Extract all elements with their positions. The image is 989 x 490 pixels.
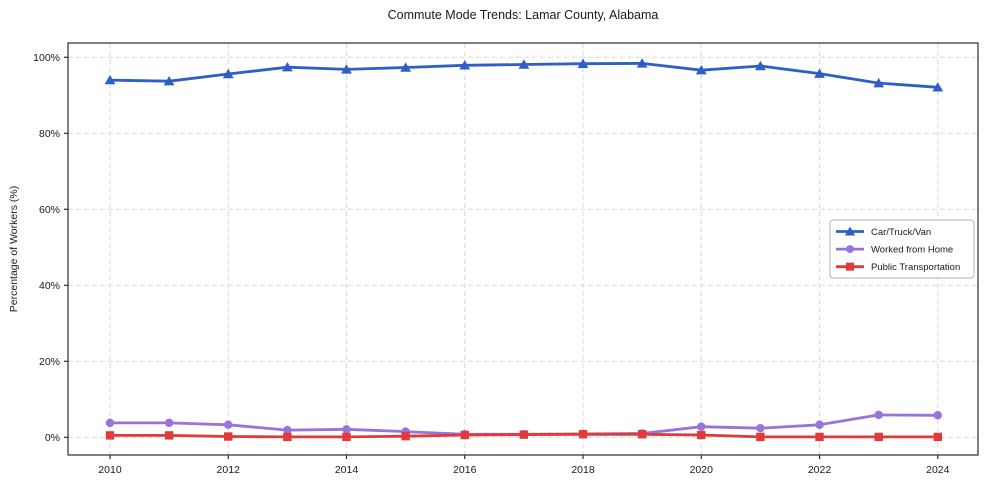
- circle-marker: [933, 411, 942, 420]
- triangle-marker: [459, 60, 471, 70]
- triangle-marker: [844, 226, 856, 236]
- circle-marker: [697, 422, 706, 431]
- x-tick-label: 2016: [453, 464, 477, 476]
- square-marker: [164, 431, 174, 440]
- x-tick-label: 2020: [690, 464, 714, 476]
- triangle-marker: [873, 77, 885, 88]
- grid: [68, 43, 978, 455]
- triangle-marker: [163, 76, 175, 86]
- triangle-marker: [222, 68, 234, 79]
- square-marker: [874, 432, 883, 442]
- circle-marker: [342, 425, 351, 434]
- square-marker: [342, 432, 351, 442]
- circle-marker: [846, 245, 854, 254]
- circle-marker: [874, 410, 883, 420]
- square-marker: [105, 431, 115, 440]
- y-tick-label: 20%: [39, 356, 60, 368]
- y-tick-label: 80%: [39, 128, 60, 140]
- circle-marker: [815, 420, 824, 429]
- x-tick-label: 2024: [926, 464, 950, 476]
- triangle-marker: [636, 58, 648, 68]
- series-public-transportation: [105, 430, 942, 442]
- x-tick-label: 2018: [571, 464, 595, 476]
- square-marker: [933, 432, 942, 442]
- x-tick-label: 2012: [217, 464, 241, 476]
- circle-marker: [756, 423, 765, 433]
- y-tick-label: 40%: [39, 280, 60, 292]
- triangle-marker: [518, 59, 530, 69]
- square-marker: [283, 432, 292, 442]
- x-tick-label: 2014: [335, 464, 359, 476]
- circle-marker: [105, 418, 115, 428]
- x-tick-label: 2022: [808, 464, 832, 476]
- y-tick-label: 60%: [39, 204, 60, 216]
- triangle-marker: [341, 64, 352, 74]
- plot-area: [68, 43, 978, 455]
- legend-item-worked-from-home: Worked from Home: [836, 245, 953, 256]
- legend: Car/Truck/Van Worked from Home Public Tran…: [829, 219, 975, 279]
- square-marker: [637, 430, 647, 439]
- square-marker: [578, 430, 588, 439]
- legend-label: Car/Truck/Van: [871, 227, 931, 238]
- y-tick-label: 0%: [45, 432, 60, 444]
- square-marker: [224, 432, 233, 441]
- square-marker: [846, 262, 854, 271]
- square-marker: [519, 430, 529, 439]
- chart-title: Commute Mode Trends: Lamar County, Alaba…: [387, 8, 659, 22]
- y-tick-label: 100%: [33, 52, 60, 64]
- triangle-marker: [400, 62, 412, 72]
- triangle-marker: [281, 61, 293, 72]
- legend-label: Worked from Home: [871, 245, 953, 256]
- legend-label: Public Transportation: [871, 262, 960, 273]
- plot-border: [67, 42, 979, 456]
- circle-marker: [283, 425, 292, 435]
- square-marker: [401, 431, 410, 441]
- triangle-marker: [755, 60, 766, 71]
- series-car-truck-van: [104, 58, 944, 92]
- circle-marker: [224, 420, 233, 429]
- square-marker: [697, 430, 706, 440]
- triangle-marker: [695, 65, 707, 75]
- triangle-marker: [577, 58, 589, 68]
- x-tick-label: 2010: [98, 464, 122, 476]
- x-axis: 2010 2012 2014 2016 2018 2020 2022 2024: [98, 455, 950, 476]
- triangle-marker: [814, 68, 825, 78]
- square-marker: [460, 430, 469, 440]
- square-marker: [756, 432, 765, 442]
- legend-item-car-truck-van: Car/Truck/Van: [836, 226, 931, 238]
- circle-marker: [164, 418, 174, 428]
- legend-box: [829, 219, 975, 279]
- triangle-marker: [104, 74, 116, 85]
- y-axis: 0% 20% 40% 60% 80% 100%: [33, 52, 68, 444]
- legend-item-public-transportation: Public Transportation: [836, 262, 960, 273]
- triangle-marker: [932, 82, 944, 92]
- square-marker: [815, 432, 824, 442]
